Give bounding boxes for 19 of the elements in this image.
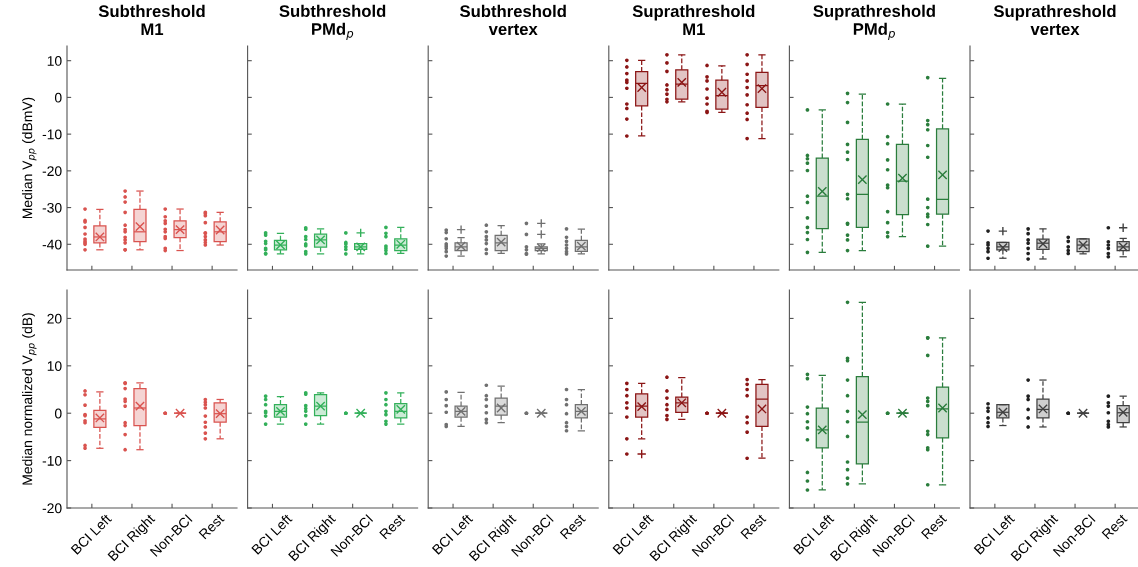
chart-title: Suprathreshold vertex (993, 4, 1116, 36)
y-tick-label: 0 (54, 92, 62, 103)
y-axis-title: Median normalized V$_{pp}$ (dB) (22, 313, 37, 485)
y-tick-label: -10 (42, 129, 62, 140)
y-axis-title: Median V$_{pp}$ (dBmV) (22, 97, 37, 219)
y-tick-label: -40 (42, 239, 62, 250)
y-tick-label: 10 (47, 56, 62, 66)
chart-title: Subthreshold vertex (459, 4, 566, 36)
y-tick-label: 0 (54, 408, 62, 419)
y-tick-label: -30 (42, 202, 62, 213)
y-tick-label: -20 (42, 166, 62, 177)
chart-title: Subthreshold M1 (98, 4, 205, 35)
y-tick-label: -20 (42, 503, 62, 514)
y-tick-label: 20 (47, 313, 62, 324)
chart-title: Subthreshold PMd$_{p}$ (279, 4, 386, 40)
y-tick-label: 10 (47, 361, 62, 371)
chart-title: Suprathreshold M1 (632, 4, 755, 35)
chart-title: Suprathreshold PMd$_{p}$ (813, 4, 935, 40)
y-tick-label: -10 (42, 455, 62, 466)
